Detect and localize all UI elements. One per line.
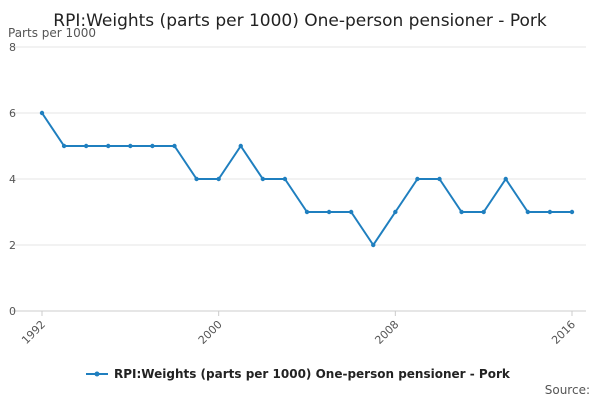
x-tick-label: 2016 [549,318,578,347]
series-group [39,110,575,248]
x-tick-label: 1992 [19,318,48,347]
data-point[interactable] [260,176,266,182]
y-tick-label: 4 [9,173,16,186]
legend[interactable]: RPI:Weights (parts per 1000) One-person … [86,367,511,381]
data-point[interactable] [503,176,508,182]
data-point[interactable] [459,209,464,215]
data-point[interactable] [83,143,89,149]
data-point[interactable] [39,110,45,116]
data-point[interactable] [437,176,442,182]
data-point[interactable] [415,176,420,182]
data-point[interactable] [304,209,310,215]
y-tick-label: 6 [9,107,16,120]
data-point[interactable] [348,209,354,215]
data-point[interactable] [326,209,332,215]
data-point[interactable] [525,209,531,215]
source-label: Source: [545,383,590,397]
y-tick-label: 0 [9,305,16,318]
chart-title: RPI:Weights (parts per 1000) One-person … [53,11,547,31]
y-axis-ticks: 0 2 4 6 8 [9,41,16,318]
data-point[interactable] [172,143,177,149]
legend-point-marker [94,371,100,377]
x-tick-label: 2000 [196,318,225,347]
data-point[interactable] [150,143,155,149]
data-point[interactable] [393,209,398,215]
legend-label: RPI:Weights (parts per 1000) One-person … [114,367,511,381]
data-point[interactable] [61,143,67,149]
x-tick-label: 2008 [372,318,401,347]
data-point[interactable] [128,143,133,149]
y-axis-label: Parts per 1000 [8,26,96,40]
data-point[interactable] [216,176,221,182]
y-tick-label: 2 [9,239,16,252]
data-point[interactable] [194,176,199,182]
data-point[interactable] [238,143,243,149]
data-point[interactable] [106,143,111,149]
data-point[interactable] [371,242,376,248]
data-point[interactable] [481,209,486,215]
gridlines [12,46,586,246]
data-point[interactable] [569,209,575,215]
x-axis-ticks: 1992 2000 2008 2016 [19,311,578,347]
y-tick-label: 8 [9,41,16,54]
data-point[interactable] [547,209,553,215]
data-point[interactable] [282,176,288,182]
